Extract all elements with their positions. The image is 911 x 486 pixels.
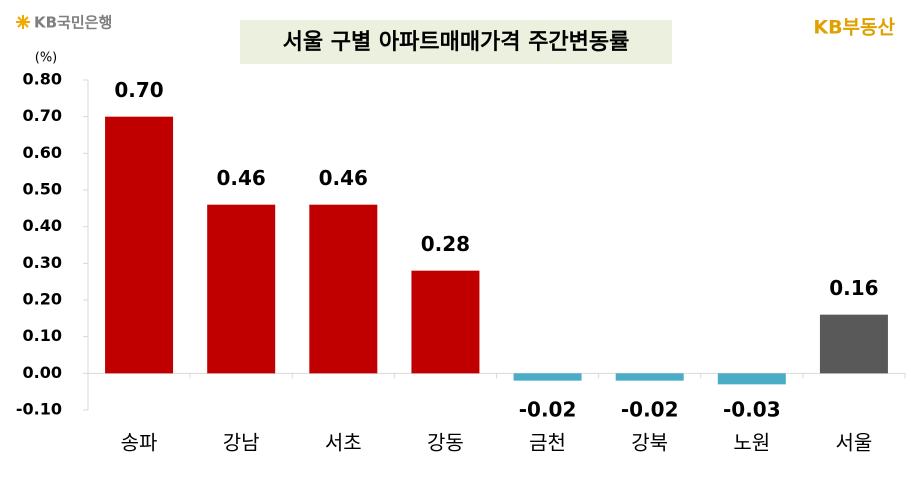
value-label: -0.02 xyxy=(621,398,679,422)
value-label: 0.16 xyxy=(829,276,878,300)
x-tick-label: 금천 xyxy=(529,431,566,455)
chart-title: 서울 구별 아파트매매가격 주간변동률 xyxy=(283,30,630,55)
y-tick-label: -0.10 xyxy=(16,400,62,419)
bar xyxy=(717,373,786,385)
y-tick-label: 0.60 xyxy=(23,143,62,162)
y-tick-label: 0.80 xyxy=(23,70,62,89)
left-logo: KB국민은행 xyxy=(16,14,112,32)
y-tick-label: 0.00 xyxy=(23,363,62,382)
bar xyxy=(105,116,174,374)
y-tick-label: 0.70 xyxy=(23,106,62,125)
value-label: 0.28 xyxy=(421,232,470,256)
bar xyxy=(819,314,888,374)
value-label: -0.02 xyxy=(519,398,577,422)
x-tick-label: 송파 xyxy=(121,431,158,455)
y-tick-label: 0.50 xyxy=(23,180,62,199)
value-label: -0.03 xyxy=(723,398,781,422)
value-label: 0.46 xyxy=(217,166,266,190)
x-tick-label: 강북 xyxy=(631,431,668,455)
bar xyxy=(615,373,684,381)
x-tick-label: 서초 xyxy=(325,431,362,455)
y-tick-label: 0.30 xyxy=(23,253,62,272)
bar xyxy=(411,270,480,374)
logo-right: KB부동산 xyxy=(813,17,895,39)
x-tick-label: 서울 xyxy=(836,431,873,455)
logo-star xyxy=(16,15,30,29)
bar xyxy=(207,204,276,374)
logo-text: KB국민은행 xyxy=(34,14,112,32)
y-tick-label: 0.10 xyxy=(23,326,62,345)
y-unit: (%) xyxy=(35,51,58,66)
x-tick-label: 강남 xyxy=(223,431,260,455)
x-tick-label: 강동 xyxy=(427,431,464,455)
bar xyxy=(309,204,378,374)
y-tick-label: 0.20 xyxy=(23,290,62,309)
x-tick-label: 노원 xyxy=(733,431,770,455)
bar xyxy=(513,373,582,381)
y-tick-label: 0.40 xyxy=(23,216,62,235)
value-label: 0.46 xyxy=(319,166,368,190)
value-label: 0.70 xyxy=(114,78,163,102)
title-box xyxy=(240,20,672,64)
